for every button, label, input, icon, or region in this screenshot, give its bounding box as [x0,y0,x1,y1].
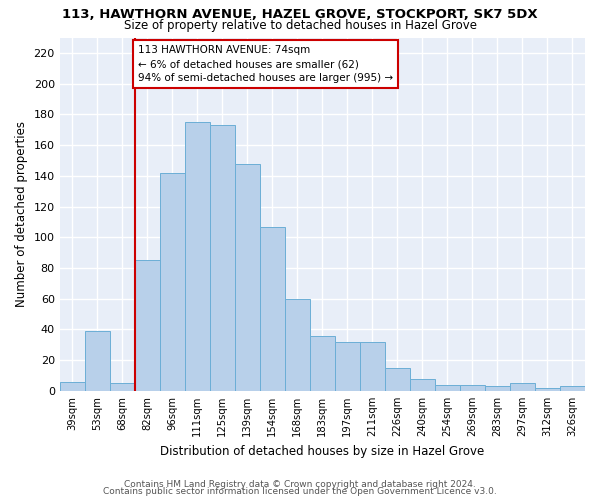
Text: 113, HAWTHORN AVENUE, HAZEL GROVE, STOCKPORT, SK7 5DX: 113, HAWTHORN AVENUE, HAZEL GROVE, STOCK… [62,8,538,20]
Bar [485,386,510,391]
Bar [135,260,160,391]
X-axis label: Distribution of detached houses by size in Hazel Grove: Distribution of detached houses by size … [160,444,484,458]
Bar [160,172,185,391]
Bar [285,298,310,391]
Text: Contains HM Land Registry data © Crown copyright and database right 2024.: Contains HM Land Registry data © Crown c… [124,480,476,489]
Bar [185,122,210,391]
Bar [59,382,85,391]
Bar [335,342,360,391]
Text: 113 HAWTHORN AVENUE: 74sqm
← 6% of detached houses are smaller (62)
94% of semi-: 113 HAWTHORN AVENUE: 74sqm ← 6% of detac… [138,45,393,83]
Text: Contains public sector information licensed under the Open Government Licence v3: Contains public sector information licen… [103,488,497,496]
Bar [210,125,235,391]
Bar [435,385,460,391]
Bar [110,383,135,391]
Bar [85,331,110,391]
Bar [385,368,410,391]
Bar [535,388,560,391]
Y-axis label: Number of detached properties: Number of detached properties [15,121,28,307]
Bar [460,385,485,391]
Text: Size of property relative to detached houses in Hazel Grove: Size of property relative to detached ho… [124,18,476,32]
Bar [410,378,435,391]
Bar [260,226,285,391]
Bar [510,383,535,391]
Bar [310,336,335,391]
Bar [360,342,385,391]
Bar [560,386,585,391]
Bar [235,164,260,391]
